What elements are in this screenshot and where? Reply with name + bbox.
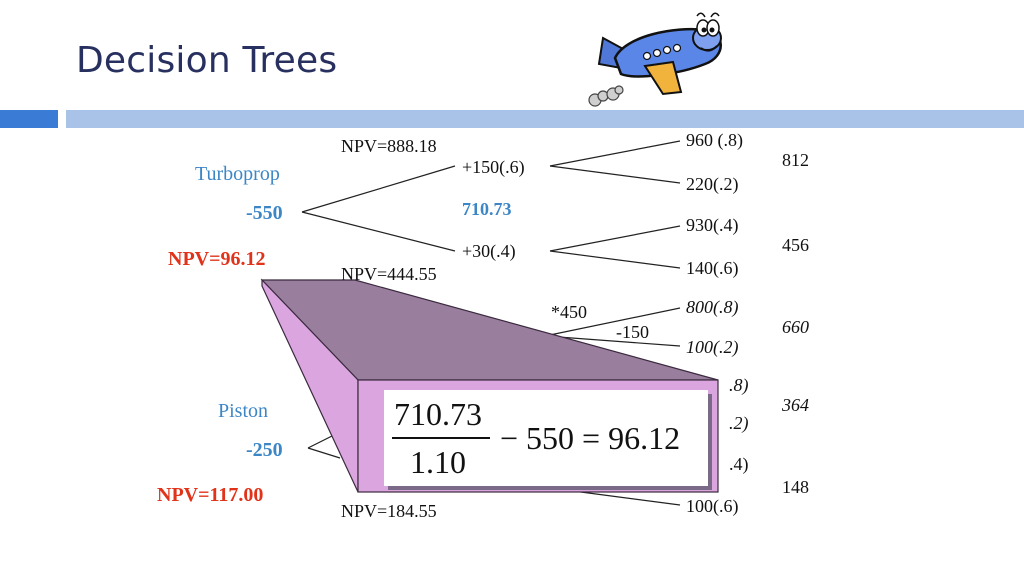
turboprop-pv-value: 710.73 [462, 199, 512, 219]
expected-value: 148 [782, 477, 809, 497]
formula-box: 710.73 1.10 − 550 = 96.12 [384, 390, 708, 486]
outcome-label: 100(.6) [686, 496, 739, 516]
airplane-illustration [588, 12, 722, 107]
slide-title: Decision Trees [76, 40, 338, 81]
outcome-label: 960 (.8) [686, 130, 743, 150]
outcome-label: 800(.8) [686, 297, 739, 317]
expected-value: 456 [782, 235, 809, 255]
turboprop-npv-high: NPV=888.18 [341, 136, 437, 156]
outcome-label: 220(.2) [686, 174, 739, 194]
turboprop-branch-high: +150(.6) [462, 157, 525, 177]
outcome-label: 930(.4) [686, 215, 739, 235]
formula-rhs: − 550 = 96.12 [500, 420, 681, 456]
header-bar [66, 110, 1024, 128]
piston-cost: -250 [246, 439, 283, 461]
outcome-label: .8) [729, 375, 749, 395]
piston-label: Piston [218, 400, 269, 422]
turboprop-cost: -550 [246, 202, 283, 224]
expected-value: 364 [782, 395, 809, 415]
piston-npv-low: NPV=184.55 [341, 501, 437, 521]
turboprop-npv: NPV=96.12 [168, 248, 266, 270]
outcome-label: .2) [729, 413, 749, 433]
formula-denominator: 1.10 [410, 444, 466, 480]
piston-expansion: *450 [551, 302, 587, 322]
turboprop-npv-low: NPV=444.55 [341, 264, 437, 284]
outcome-label: 140(.6) [686, 258, 739, 278]
expected-value: 660 [782, 317, 809, 337]
piston-npv: NPV=117.00 [157, 484, 264, 506]
outcome-label: .4) [729, 454, 749, 474]
piston-expansion-cost: -150 [616, 322, 649, 342]
header-accent-bar [0, 110, 58, 128]
outcome-label: 100(.2) [686, 337, 739, 357]
expected-value: 812 [782, 150, 809, 170]
turboprop-label: Turboprop [195, 163, 280, 185]
turboprop-branch-low: +30(.4) [462, 241, 516, 261]
formula-numerator: 710.73 [394, 396, 482, 432]
fraction-bar [392, 437, 490, 439]
